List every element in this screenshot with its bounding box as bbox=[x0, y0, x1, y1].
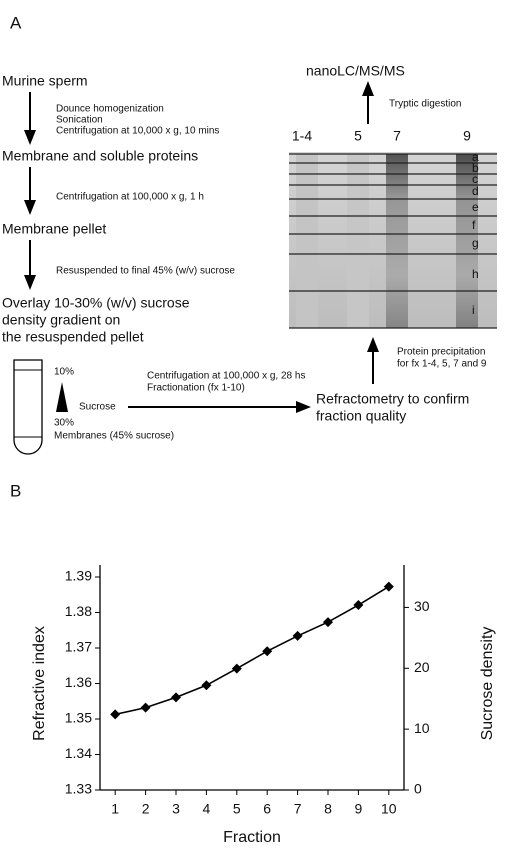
note: Dounce homogenization bbox=[56, 104, 164, 115]
arrow-head bbox=[296, 401, 311, 413]
band-label: g bbox=[472, 236, 479, 250]
tube-label: Membranes (45% sucrose) bbox=[54, 431, 174, 442]
note: Centrifugation at 100,000 x g, 28 hs bbox=[147, 371, 305, 382]
y-tick-label: 1.35 bbox=[65, 710, 92, 726]
gel-lane bbox=[456, 154, 478, 328]
y-tick-label: 1.36 bbox=[65, 674, 92, 690]
arrow-head bbox=[24, 200, 36, 215]
x-tick-label: 5 bbox=[233, 801, 241, 817]
arrow-head bbox=[24, 275, 36, 290]
marker bbox=[262, 646, 273, 657]
marker bbox=[140, 702, 151, 713]
panel-label: A bbox=[10, 13, 22, 32]
marker bbox=[292, 630, 303, 641]
lane-label: 5 bbox=[354, 128, 362, 144]
y-tick-label: 1.34 bbox=[65, 745, 92, 761]
tube-label: 10% bbox=[54, 367, 74, 378]
step: Murine sperm bbox=[2, 73, 88, 89]
band-label: a bbox=[472, 150, 479, 164]
step: density gradient on bbox=[2, 312, 120, 328]
step: Membrane pellet bbox=[2, 221, 106, 237]
panel-label: B bbox=[10, 481, 21, 500]
lane-label: 7 bbox=[393, 128, 401, 144]
y2-tick-label: 30 bbox=[414, 598, 430, 614]
marker bbox=[353, 600, 364, 611]
band-label: b bbox=[472, 161, 479, 175]
x-tick-label: 4 bbox=[203, 801, 211, 817]
note: Resuspended to final 45% (w/v) sucrose bbox=[56, 266, 235, 277]
arrow-head bbox=[24, 130, 36, 145]
marker bbox=[323, 617, 333, 628]
y-tick-label: 1.37 bbox=[65, 639, 92, 655]
gel-lane bbox=[347, 154, 369, 328]
arrow-head bbox=[362, 81, 374, 96]
x-tick-label: 7 bbox=[294, 801, 302, 817]
y-axis-title: Refractive index bbox=[31, 626, 48, 741]
band-label: h bbox=[472, 267, 479, 281]
y2-tick-label: 0 bbox=[414, 781, 422, 797]
x-tick-label: 6 bbox=[263, 801, 271, 817]
x-tick-label: 9 bbox=[355, 801, 363, 817]
band-label: d bbox=[472, 184, 479, 198]
note: Centrifugation at 10,000 x g, 10 mins bbox=[56, 126, 219, 137]
note: Fractionation (fx 1-10) bbox=[147, 383, 245, 394]
marker bbox=[201, 680, 212, 691]
lane-label: 1-4 bbox=[292, 128, 312, 144]
band-label: i bbox=[472, 303, 475, 317]
gel-lines bbox=[289, 153, 497, 329]
marker bbox=[110, 709, 121, 720]
step: fraction quality bbox=[316, 408, 406, 424]
step: Membrane and soluble proteins bbox=[2, 148, 198, 164]
note: Tryptic digestion bbox=[389, 99, 461, 110]
step: Refractometry to confirm bbox=[316, 391, 469, 407]
band-label: c bbox=[472, 172, 478, 186]
x-tick-label: 1 bbox=[111, 801, 119, 817]
y2-tick-label: 10 bbox=[414, 720, 430, 736]
y2-axis-title: Sucrose density bbox=[479, 627, 496, 741]
x-tick-label: 10 bbox=[381, 801, 397, 817]
y2-tick-label: 20 bbox=[414, 659, 430, 675]
note: Centrifugation at 100,000 x g, 1 h bbox=[56, 192, 204, 203]
band-label: e bbox=[472, 200, 479, 214]
note: for fx 1-4, 5, 7 and 9 bbox=[397, 359, 487, 370]
line bbox=[115, 585, 390, 716]
marker bbox=[383, 581, 394, 592]
marker bbox=[231, 663, 242, 674]
lane-label: 9 bbox=[463, 128, 471, 144]
x-tick-label: 8 bbox=[324, 801, 332, 817]
y-tick-label: 1.38 bbox=[65, 603, 92, 619]
band-label: f bbox=[472, 218, 476, 232]
x-tick-label: 2 bbox=[142, 801, 150, 817]
tube-label: 30% bbox=[54, 418, 74, 429]
gradient-wedge bbox=[56, 382, 68, 412]
x-axis-title: Fraction bbox=[223, 829, 281, 846]
tube bbox=[13, 359, 43, 455]
gel-lane bbox=[296, 154, 318, 328]
tube-label: Sucrose bbox=[79, 402, 116, 413]
note: Protein precipitation bbox=[397, 347, 485, 358]
gel-lane bbox=[386, 154, 408, 328]
step: Overlay 10-30% (w/v) sucrose bbox=[2, 295, 190, 311]
y-tick-label: 1.33 bbox=[65, 781, 92, 797]
step: the resuspended pellet bbox=[2, 329, 144, 345]
x-tick-label: 3 bbox=[172, 801, 180, 817]
marker bbox=[171, 692, 181, 703]
y-tick-label: 1.39 bbox=[65, 568, 92, 584]
arrow-head bbox=[367, 337, 379, 352]
step: nanoLC/MS/MS bbox=[306, 63, 405, 79]
note: Sonication bbox=[56, 115, 103, 126]
